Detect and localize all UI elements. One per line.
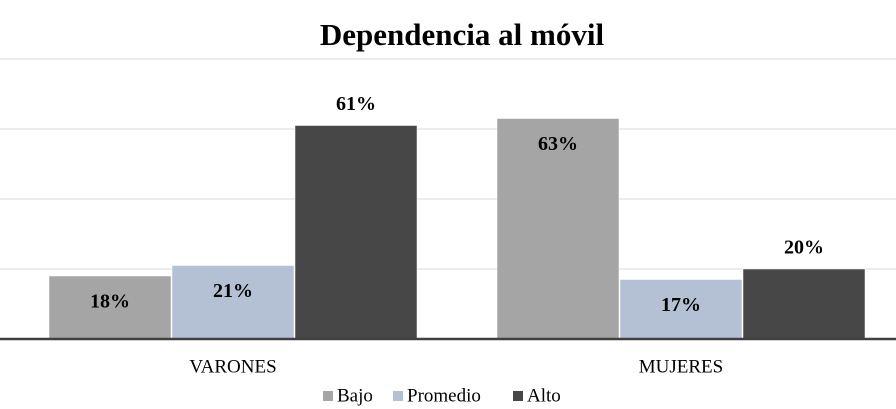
bar <box>294 125 418 340</box>
legend-swatch <box>513 391 523 401</box>
data-label: 18% <box>90 291 130 313</box>
legend-swatch <box>393 391 403 401</box>
data-label: 63% <box>538 133 578 155</box>
legend-label: Promedio <box>407 385 481 406</box>
x-tick-label: VARONES <box>189 356 276 377</box>
x-tick-label: MUJERES <box>639 356 723 377</box>
legend-swatch <box>323 391 333 401</box>
data-label: 17% <box>661 294 701 316</box>
legend-label: Alto <box>527 385 561 406</box>
legend-label: Bajo <box>337 385 373 406</box>
data-label: 61% <box>336 93 376 115</box>
data-label: 21% <box>213 280 253 302</box>
bar <box>742 268 866 340</box>
bar <box>171 265 295 340</box>
bar <box>619 279 743 340</box>
bar <box>48 275 172 340</box>
chart-title: Dependencia al móvil <box>320 17 605 52</box>
data-label: 20% <box>784 237 824 259</box>
